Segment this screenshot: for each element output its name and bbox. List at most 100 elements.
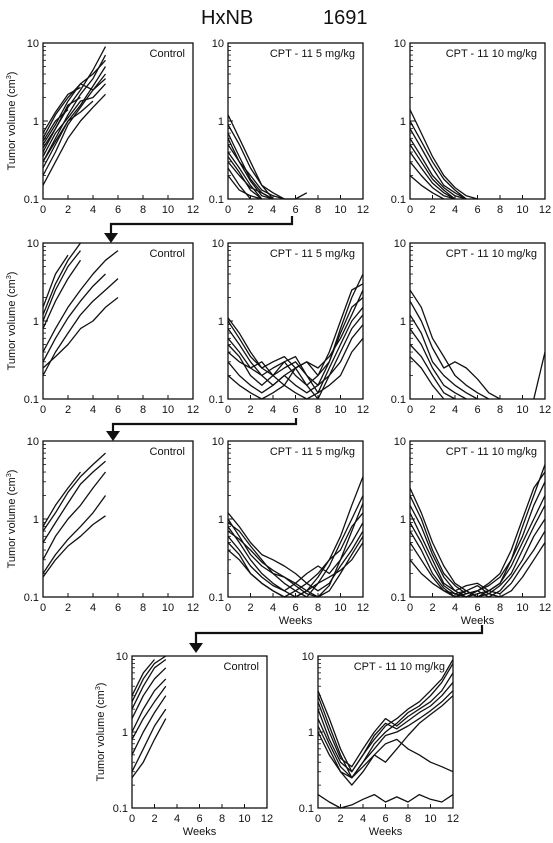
series-line-8 <box>42 254 69 308</box>
series-line-2 <box>227 283 364 386</box>
series-line-8 <box>227 337 364 400</box>
x-tick-label: 10 <box>162 602 174 614</box>
panel-label: CPT - 11 5 mg/kg <box>270 446 355 458</box>
transfer-arrow-head-3 <box>189 643 203 653</box>
x-tick-label: 12 <box>357 204 369 216</box>
series-line-7 <box>42 96 81 149</box>
series-line-6 <box>42 515 106 578</box>
figure-title-left: HxNB <box>201 7 253 29</box>
x-tick-label: 2 <box>151 813 157 825</box>
series-line-2 <box>131 658 167 710</box>
x-axis-title: Weeks <box>369 826 403 838</box>
y-tick-label: 0.1 <box>209 394 224 406</box>
series-line-10 <box>42 86 81 134</box>
x-tick-label: 0 <box>407 404 413 416</box>
chart-panel-10: 0 2 4 6 8 10 12 0.1 1 10 Control Weeks Tumor volume … <box>95 651 273 838</box>
x-tick-label: 0 <box>40 602 46 614</box>
chart-panel-5: 0 2 4 6 8 10 12 0.1 1 10 CPT - 11 5 mg/kg <box>209 238 369 416</box>
series-line-7 <box>533 351 546 400</box>
y-tick-label: 1 <box>33 116 39 128</box>
y-tick-label: 0.1 <box>209 194 224 206</box>
x-tick-label: 6 <box>292 404 298 416</box>
y-tick-label: 10 <box>212 38 224 50</box>
y-tick-label: 1 <box>33 316 39 328</box>
x-tick-label: 8 <box>497 404 503 416</box>
x-tick-label: 4 <box>270 204 276 216</box>
x-tick-label: 8 <box>140 204 146 216</box>
x-tick-label: 6 <box>196 813 202 825</box>
transfer-arrow-line-3 <box>194 625 484 645</box>
series-line-5 <box>409 144 456 200</box>
x-tick-label: 0 <box>225 204 231 216</box>
series-line-6 <box>42 83 106 157</box>
series-line-8 <box>409 175 445 200</box>
transfer-arrow-head-1 <box>104 233 118 243</box>
x-tick-label: 4 <box>174 813 180 825</box>
x-tick-label: 0 <box>407 204 413 216</box>
x-tick-label: 4 <box>452 404 458 416</box>
series-line-6 <box>409 356 445 400</box>
y-tick-label: 1 <box>400 116 406 128</box>
x-tick-label: 6 <box>115 602 121 614</box>
x-tick-label: 6 <box>474 404 480 416</box>
series-line-5 <box>42 495 107 574</box>
x-axis-title: Weeks <box>183 826 217 838</box>
x-tick-label: 8 <box>405 813 411 825</box>
x-tick-label: 8 <box>315 204 321 216</box>
x-tick-label: 4 <box>270 404 276 416</box>
x-tick-label: 0 <box>40 404 46 416</box>
series-line-5 <box>227 151 263 200</box>
series-line-8 <box>227 138 274 200</box>
series-line-10 <box>227 156 263 200</box>
x-tick-label: 0 <box>225 602 231 614</box>
series-line-2 <box>409 120 467 200</box>
x-tick-label: 4 <box>452 204 458 216</box>
transfer-arrow-line-2 <box>111 418 298 434</box>
transfer-arrow-line-1 <box>109 216 294 236</box>
x-tick-label: 8 <box>219 813 225 825</box>
series-line-2 <box>409 300 501 400</box>
series-line-9 <box>227 175 262 200</box>
series-line-3 <box>317 672 454 768</box>
series-line-11 <box>42 109 69 142</box>
y-tick-label: 1 <box>400 316 406 328</box>
series-line-5 <box>131 685 167 740</box>
x-tick-label: 12 <box>187 404 199 416</box>
y-tick-label: 0.1 <box>24 592 39 604</box>
series-line-5 <box>42 273 106 363</box>
y-tick-label: 10 <box>212 436 224 448</box>
y-tick-label: 0.1 <box>24 394 39 406</box>
series-line-6 <box>227 522 364 598</box>
y-tick-label: 1 <box>218 514 224 526</box>
series-line-3 <box>42 59 106 145</box>
series-line-6 <box>42 278 119 376</box>
series-line-1 <box>227 476 364 584</box>
y-tick-label: 10 <box>394 238 406 250</box>
y-tick-label: 1 <box>122 727 128 739</box>
x-tick-label: 4 <box>90 602 96 614</box>
panel-label: Control <box>150 248 185 260</box>
x-tick-label: 0 <box>225 404 231 416</box>
x-tick-label: 10 <box>334 204 346 216</box>
series-line-3 <box>409 128 467 200</box>
series-line-3 <box>131 667 167 719</box>
panel-label: CPT - 11 5 mg/kg <box>270 48 355 60</box>
y-tick-label: 1 <box>308 727 314 739</box>
y-tick-label: 1 <box>400 514 406 526</box>
y-tick-label: 10 <box>302 651 314 663</box>
x-axis-title: Weeks <box>461 615 495 627</box>
series-line-8 <box>317 793 454 809</box>
y-tick-label: 0.1 <box>24 194 39 206</box>
x-tick-label: 12 <box>357 404 369 416</box>
transfer-arrow-head-2 <box>106 431 120 441</box>
x-tick-label: 2 <box>247 602 253 614</box>
x-tick-label: 12 <box>357 602 369 614</box>
chart-panel-8: 0 2 4 6 8 10 12 0.1 1 10 CPT - 11 5 mg/kg Weeks <box>209 436 369 627</box>
x-tick-label: 0 <box>407 602 413 614</box>
x-tick-label: 0 <box>315 813 321 825</box>
x-tick-label: 0 <box>40 204 46 216</box>
series-line-12 <box>42 66 107 163</box>
x-tick-label: 10 <box>516 404 528 416</box>
x-tick-label: 2 <box>429 204 435 216</box>
